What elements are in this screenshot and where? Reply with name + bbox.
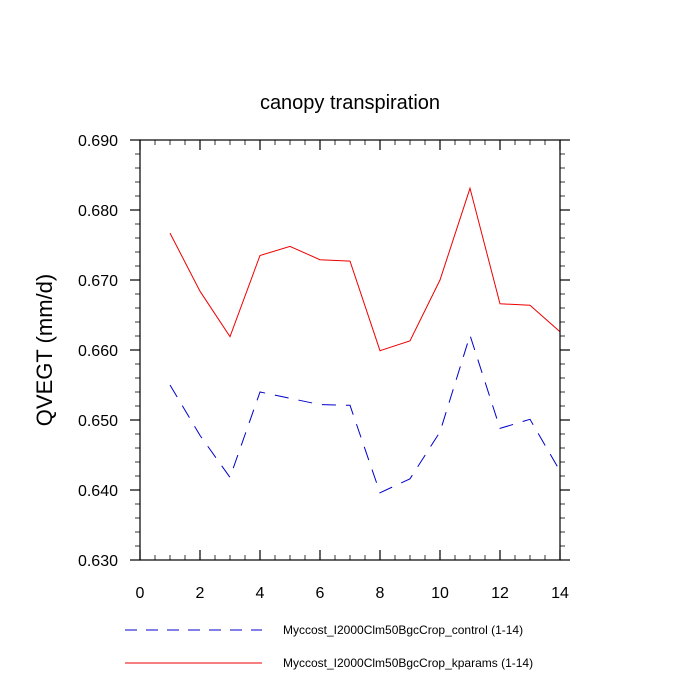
x-tick-label: 10 [431,585,449,602]
series-line-1 [169,333,561,494]
x-tick-label: 6 [316,585,325,602]
y-tick-label: 0.660 [78,343,118,360]
tick-labels: 0 2 4 6 8 10 12 14 0.630 0.640 0.650 0.660 0.670 0.68… [78,133,569,602]
y-tick-label: 0.670 [78,273,118,290]
plot-frame [139,139,561,561]
y-axis-label: QVEGT (mm/d) [32,274,57,426]
y-tick-label: 0.650 [78,413,118,430]
x-tick-label: 0 [136,585,145,602]
series-line-2 [169,186,561,352]
y-tick-label: 0.680 [78,203,118,220]
y-tick-label: 0.630 [78,553,118,570]
x-tick-label: 2 [196,585,205,602]
legend-label-1: Myccost_I2000Clm50BgcCrop_control (1-14) [283,623,523,637]
y-tick-label: 0.690 [78,133,118,150]
axis-ticks [130,139,570,561]
x-tick-label: 8 [376,585,385,602]
y-tick-label: 0.640 [78,483,118,500]
chart-title: canopy transpiration [260,92,440,114]
legend: Myccost_I2000Clm50BgcCrop_control (1-14)… [125,623,533,670]
x-tick-label: 12 [491,585,509,602]
x-tick-label: 4 [256,585,265,602]
legend-label-2: Myccost_I2000Clm50BgcCrop_kparams (1-14) [283,656,533,670]
x-tick-label: 14 [551,585,569,602]
series-layer [169,186,561,494]
